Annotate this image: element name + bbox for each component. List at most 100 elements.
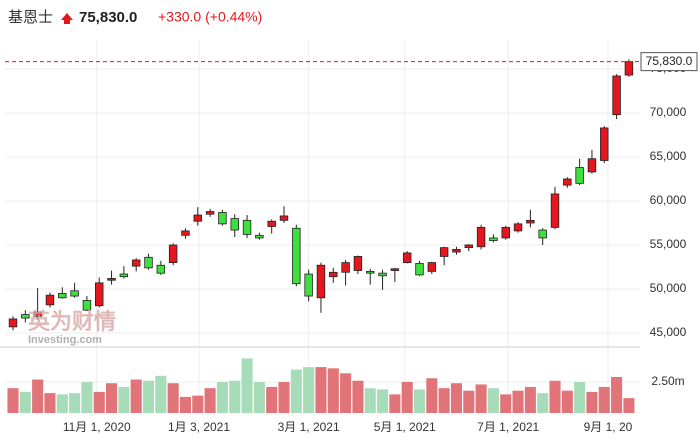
volume-bar: [500, 394, 512, 413]
volume-bar: [179, 396, 192, 413]
volume-bar: [253, 381, 265, 413]
candle-body: [82, 300, 92, 311]
candle-body: [575, 167, 584, 184]
candle-body: [624, 61, 634, 76]
volume-bar: [303, 367, 315, 413]
volume-bar: [340, 373, 352, 413]
volume-bar: [561, 390, 573, 413]
candle-body: [119, 273, 129, 278]
candle-body: [550, 193, 560, 228]
volume-bar: [401, 381, 413, 413]
candle-body: [587, 158, 597, 173]
candle-body: [378, 272, 387, 277]
candle-body: [452, 248, 461, 253]
candle-body: [476, 226, 486, 248]
candle-body: [255, 234, 264, 239]
volume-bar: [204, 388, 216, 413]
volume-bar: [44, 393, 56, 413]
x-tick-label: 3月 1, 2021: [278, 420, 340, 434]
candle-body: [353, 256, 363, 271]
candle-body: [168, 244, 178, 264]
volume-bar: [463, 390, 475, 413]
plot-area: 11月 1, 2020 1月 3, 2021 3月 1, 2021 5月 1, 202…: [5, 40, 698, 434]
candle-body: [526, 219, 535, 224]
candle-body: [218, 212, 227, 225]
candle-body: [513, 223, 523, 232]
candle-body: [439, 247, 449, 257]
y-tick-label: 45,000: [650, 325, 687, 339]
price-change: +330.0 (+0.44%): [158, 9, 262, 25]
volume-bar: [586, 391, 598, 413]
y-tick-label: 50,000: [650, 281, 687, 295]
volume-bar: [512, 390, 524, 413]
y-tick-label: 55,000: [650, 237, 687, 251]
candle-body: [95, 282, 104, 307]
candle-body: [292, 227, 301, 285]
candle-body: [58, 293, 67, 299]
volume-bar: [426, 378, 438, 413]
candle-body: [156, 264, 166, 274]
volume-bar: [69, 393, 81, 413]
volume-bar: [216, 381, 228, 413]
candle-body: [205, 211, 215, 215]
volume-bar: [475, 384, 487, 413]
volume-bar: [352, 380, 364, 413]
watermark: 英为财情: [28, 309, 116, 334]
candle-body: [45, 294, 55, 306]
candle-body: [600, 127, 609, 161]
volume-bar: [438, 388, 450, 413]
volume-bar: [364, 388, 376, 413]
volume-bar: [487, 388, 499, 413]
volume-bar: [327, 368, 339, 413]
last-price-label: 75,830.0: [646, 54, 693, 68]
volume-bar: [389, 394, 401, 413]
y-tick-label: 60,000: [650, 193, 687, 207]
watermark-sub: Investing.com: [28, 334, 102, 346]
volume-bar: [192, 395, 204, 413]
price: 75,830.0: [79, 9, 137, 26]
candle-body: [144, 256, 153, 269]
volume-bar: [377, 389, 389, 413]
candle-body: [341, 262, 350, 273]
volume-bar: [7, 388, 19, 413]
volume-bar: [130, 379, 142, 413]
volume-bar: [118, 386, 130, 413]
candle-body: [402, 252, 412, 264]
candle-body: [193, 214, 202, 222]
candle-body: [316, 264, 326, 299]
volume-bar: [315, 367, 327, 413]
volume-bar: [413, 389, 426, 413]
candle-body: [538, 229, 547, 239]
candle-body: [489, 237, 498, 241]
candle-body: [8, 318, 18, 328]
volume-bar: [623, 398, 635, 413]
candle-body: [501, 226, 510, 239]
volume-bar: [266, 386, 278, 413]
candle-body: [415, 263, 424, 276]
volume-bar: [524, 386, 536, 413]
volume-bar: [290, 369, 302, 413]
x-tick-label: 5月 1, 2021: [374, 420, 436, 434]
y-tick-label: 65,000: [650, 149, 687, 163]
volume-bar: [229, 380, 241, 413]
volume-bar: [19, 391, 31, 413]
volume-bar: [241, 358, 253, 413]
candle-body: [563, 178, 572, 186]
x-tick-label: 7月 1, 2021: [477, 420, 539, 434]
volume-bar: [93, 391, 105, 413]
candle-body: [70, 290, 79, 297]
candle-body: [267, 220, 276, 227]
candle-body: [329, 271, 338, 278]
x-tick-label: 1月 3, 2021: [168, 420, 230, 434]
candle-body: [242, 219, 252, 235]
candle-body: [390, 268, 400, 271]
volume-bar: [549, 380, 561, 413]
volume-bar: [278, 381, 290, 413]
volume-bar: [142, 380, 155, 413]
volume-bar: [56, 394, 68, 413]
volume-bar: [574, 381, 586, 413]
volume-bar: [167, 383, 179, 413]
volume-bar: [32, 379, 44, 413]
